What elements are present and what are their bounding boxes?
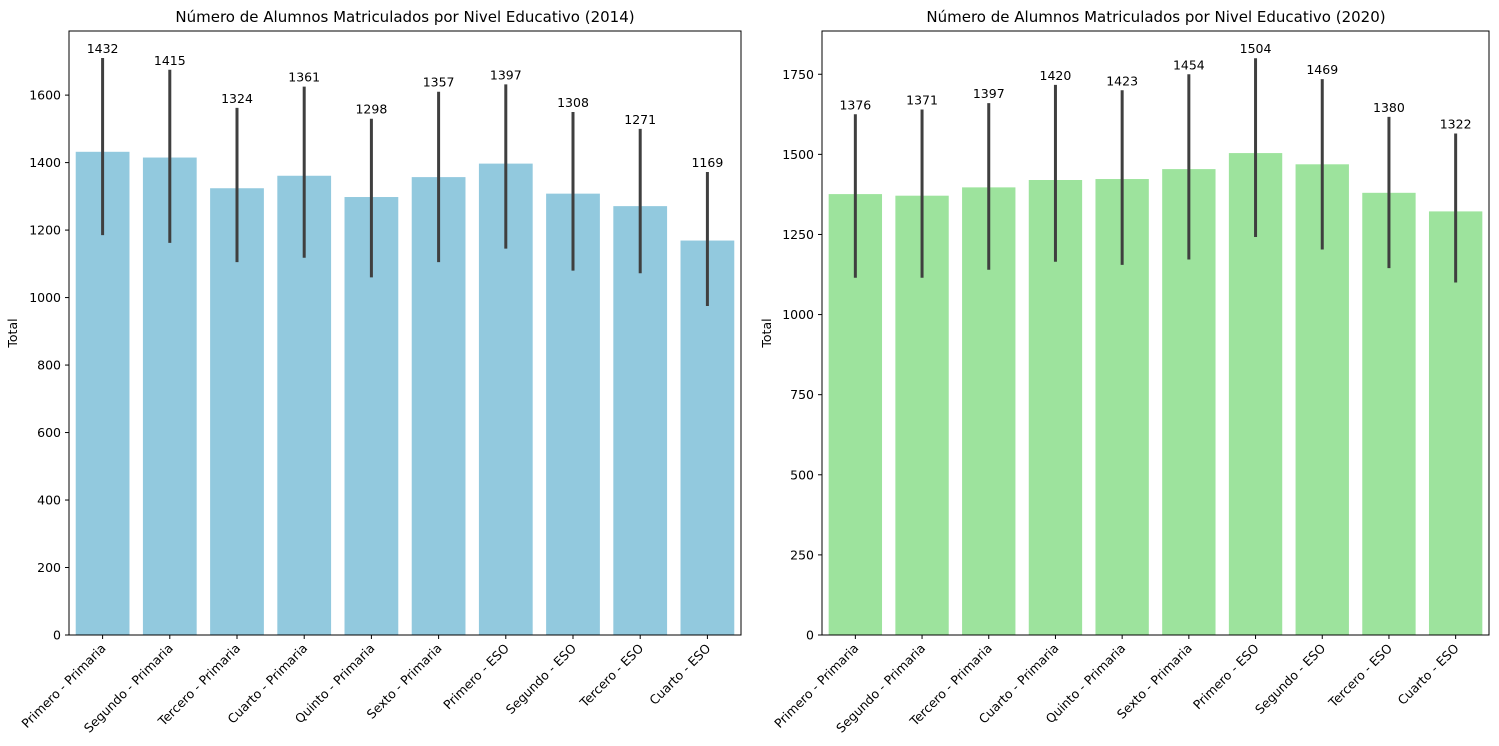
y-tick-label: 800	[37, 358, 61, 373]
axes-frame	[68, 30, 742, 636]
data-label: 1504	[1240, 41, 1272, 56]
data-label: 1397	[973, 86, 1005, 101]
data-label: 1371	[906, 93, 938, 108]
y-tick-label: 0	[53, 628, 61, 643]
data-label: 1169	[691, 155, 723, 170]
y-tick-label: 750	[790, 387, 814, 402]
data-label: 1469	[1306, 62, 1338, 77]
chart-1: 1432 1415 1324 1361 1298 1357 1397 1308 1271 1169…	[5, 8, 742, 736]
data-label: 1432	[87, 41, 119, 56]
y-tick-label: 1750	[782, 67, 814, 82]
y-tick-label: 1400	[29, 155, 61, 170]
y-tick-label: 1500	[782, 147, 814, 162]
data-label: 1376	[839, 97, 871, 112]
y-tick-label: 500	[790, 467, 814, 482]
y-tick-label: 200	[37, 560, 61, 575]
data-label: 1298	[355, 102, 387, 117]
data-label: 1454	[1173, 57, 1205, 72]
x-tick-label: Cuarto - ESO	[1394, 640, 1461, 707]
bar	[680, 240, 735, 635]
data-label: 1322	[1440, 117, 1472, 132]
x-tick-label: Tercero - ESO	[1325, 640, 1395, 710]
x-tick-label: Segundo - ESO	[503, 640, 580, 717]
x-tick-label: Segundo - ESO	[1252, 640, 1329, 717]
data-label: 1324	[221, 91, 253, 106]
y-tick-label: 1600	[29, 88, 61, 103]
y-axis-label: Total	[5, 318, 20, 348]
x-tick-label: Tercero - ESO	[576, 640, 646, 710]
data-label: 1361	[288, 70, 320, 85]
y-tick-label: 250	[790, 547, 814, 562]
y-tick-label: 600	[37, 425, 61, 440]
data-label: 1380	[1373, 100, 1405, 115]
chart-2: 1376 1371 1397 1420 1423 1454 1504 1469 1380 1322…	[759, 8, 1490, 736]
y-axis-label: Total	[759, 318, 774, 348]
data-label: 1423	[1106, 73, 1138, 88]
y-tick-label: 1000	[29, 290, 61, 305]
chart-title: Número de Alumnos Matriculados por Nivel…	[175, 8, 634, 26]
x-tick-label: Cuarto - ESO	[646, 640, 713, 707]
y-tick-label: 0	[806, 628, 814, 643]
y-tick-label: 400	[37, 493, 61, 508]
y-tick-label: 1250	[782, 227, 814, 242]
data-label: 1397	[490, 67, 522, 82]
bar	[210, 188, 264, 635]
x-tick-label: Primero - ESO	[1190, 640, 1262, 712]
y-tick-label: 1000	[782, 307, 814, 322]
data-label: 1415	[154, 53, 186, 68]
data-label: 1308	[557, 95, 589, 110]
bar	[613, 206, 668, 635]
data-label: 1271	[624, 112, 656, 127]
axes-frame	[821, 30, 1490, 636]
data-label: 1357	[423, 75, 455, 90]
y-tick-label: 1200	[29, 223, 61, 238]
data-label: 1420	[1040, 68, 1072, 83]
chart-title: Número de Alumnos Matriculados por Nivel…	[926, 8, 1385, 26]
x-tick-label: Primero - ESO	[440, 640, 512, 712]
